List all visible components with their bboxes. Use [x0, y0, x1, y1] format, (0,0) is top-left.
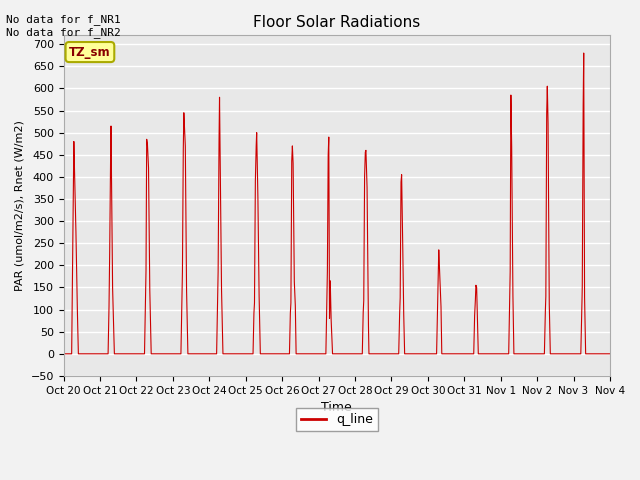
Text: TZ_sm: TZ_sm [69, 46, 111, 59]
Title: Floor Solar Radiations: Floor Solar Radiations [253, 15, 420, 30]
X-axis label: Time: Time [321, 401, 352, 414]
Text: No data for f_NR1
No data for f_NR2: No data for f_NR1 No data for f_NR2 [6, 14, 121, 38]
Legend: q_line: q_line [296, 408, 378, 431]
Y-axis label: PAR (umol/m2/s), Rnet (W/m2): PAR (umol/m2/s), Rnet (W/m2) [15, 120, 25, 291]
